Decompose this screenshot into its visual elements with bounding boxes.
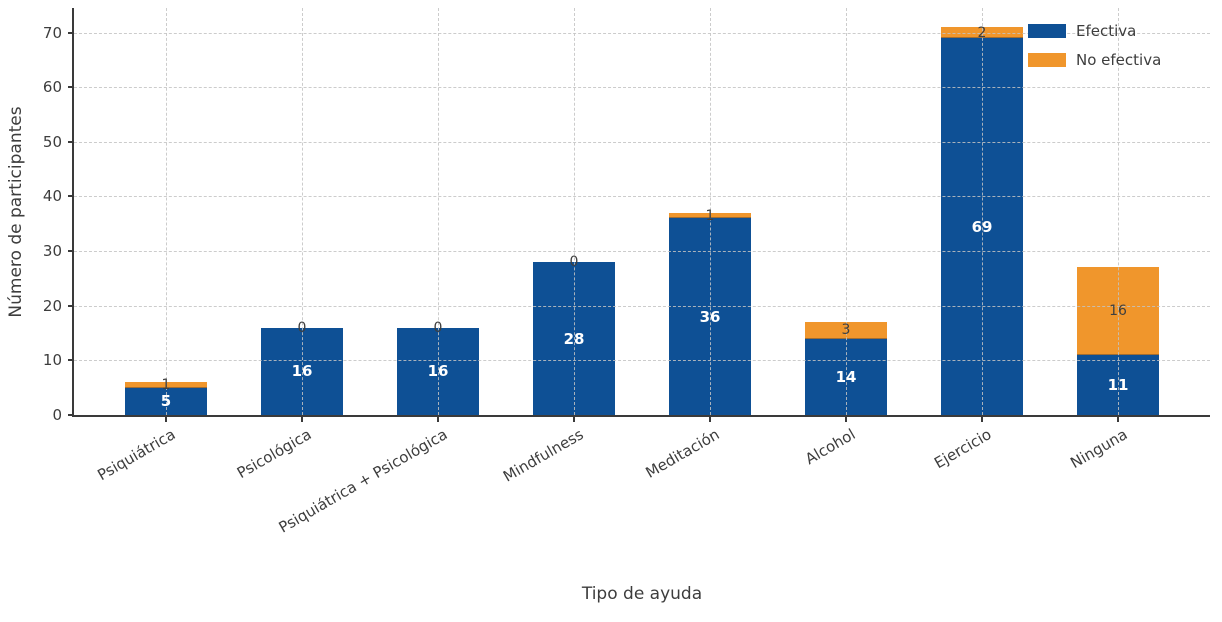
bar-segment-efectiva bbox=[125, 387, 207, 415]
x-tick-mark bbox=[1117, 417, 1119, 422]
y-tick-mark bbox=[68, 304, 74, 307]
legend-label: Efectiva bbox=[1076, 22, 1137, 40]
y-tick-mark bbox=[68, 359, 74, 362]
x-tick-label: Meditación bbox=[642, 425, 723, 482]
bar-segment-no-efectiva bbox=[941, 27, 1023, 39]
bar-value-label-efectiva: 36 bbox=[699, 307, 721, 326]
v-gridline bbox=[710, 8, 711, 415]
bar-value-label-no-efectiva: 0 bbox=[569, 254, 579, 271]
bar-segment-no-efectiva bbox=[669, 212, 751, 219]
bar-segment-efectiva bbox=[397, 327, 479, 415]
bar-segment-efectiva bbox=[1077, 354, 1159, 415]
x-tick-label: Psiquiátrica + Psicológica bbox=[275, 425, 451, 537]
bar-value-label-efectiva: 11 bbox=[1107, 375, 1129, 394]
bar-value-label-no-efectiva: 1 bbox=[161, 376, 171, 393]
v-gridline bbox=[574, 8, 575, 415]
x-tick-label: Ninguna bbox=[1067, 425, 1131, 473]
v-gridline bbox=[438, 8, 439, 415]
bar-segment-no-efectiva bbox=[805, 322, 887, 339]
x-tick-mark bbox=[301, 417, 303, 422]
x-tick-label: Psiquiátrica bbox=[94, 425, 179, 485]
x-tick-label: Mindfulness bbox=[500, 425, 587, 486]
bar-segment-efectiva bbox=[941, 38, 1023, 415]
bar-value-label-no-efectiva: 0 bbox=[297, 319, 307, 336]
h-gridline bbox=[74, 251, 1210, 253]
h-gridline bbox=[74, 196, 1210, 198]
h-gridline bbox=[74, 305, 1210, 307]
bar-segment-efectiva bbox=[669, 218, 751, 415]
bar-value-label-efectiva: 69 bbox=[971, 217, 993, 236]
bar-segment-efectiva bbox=[261, 327, 343, 415]
bar-value-label-efectiva: 16 bbox=[291, 362, 313, 381]
legend-swatch-no-efectiva bbox=[1028, 53, 1066, 67]
bar-segment-no-efectiva bbox=[125, 382, 207, 388]
x-tick-mark bbox=[437, 417, 439, 422]
v-gridline bbox=[302, 8, 303, 415]
legend-swatch-efectiva bbox=[1028, 24, 1066, 38]
bar-value-label-no-efectiva: 2 bbox=[977, 24, 987, 41]
h-gridline bbox=[74, 87, 1210, 89]
v-gridline bbox=[166, 8, 167, 415]
y-tick-label: 0 bbox=[52, 406, 62, 424]
legend-label: No efectiva bbox=[1076, 51, 1162, 69]
y-tick-mark bbox=[68, 250, 74, 253]
y-tick-mark bbox=[68, 86, 74, 89]
y-axis-title: Número de participantes bbox=[6, 106, 26, 318]
v-gridline bbox=[982, 8, 983, 415]
bar-value-label-efectiva: 5 bbox=[160, 392, 172, 411]
y-tick-mark bbox=[68, 414, 74, 416]
x-tick-label: Alcohol bbox=[802, 425, 859, 469]
y-tick-label: 70 bbox=[42, 23, 62, 42]
x-tick-mark bbox=[165, 417, 167, 422]
legend-row: No efectiva bbox=[1028, 51, 1161, 69]
bar-value-label-no-efectiva: 16 bbox=[1109, 303, 1127, 320]
x-tick-label: Ejercicio bbox=[931, 425, 995, 473]
y-tick-mark bbox=[68, 140, 74, 143]
h-gridline bbox=[74, 360, 1210, 362]
bar-value-label-no-efectiva: 3 bbox=[841, 322, 851, 339]
bar-segment-no-efectiva bbox=[1077, 267, 1159, 355]
bar-value-label-efectiva: 16 bbox=[427, 362, 449, 381]
bar-value-label-efectiva: 14 bbox=[835, 367, 857, 386]
x-tick-mark bbox=[573, 417, 575, 422]
bar-value-label-efectiva: 28 bbox=[563, 329, 585, 348]
x-axis-title: Tipo de ayuda bbox=[581, 584, 703, 604]
legend-row: Efectiva bbox=[1028, 22, 1161, 40]
bar-segment-efectiva bbox=[805, 338, 887, 415]
bar-segment-efectiva bbox=[533, 262, 615, 415]
h-gridline bbox=[74, 141, 1210, 143]
y-tick-mark bbox=[68, 195, 74, 198]
x-tick-label: Psicológica bbox=[233, 425, 315, 483]
y-tick-mark bbox=[68, 31, 74, 34]
y-axis-line bbox=[72, 8, 74, 417]
x-tick-mark bbox=[845, 417, 847, 422]
bar-value-label-no-efectiva: 0 bbox=[433, 319, 443, 336]
x-tick-mark bbox=[981, 417, 983, 422]
legend: Efectiva No efectiva bbox=[1028, 22, 1161, 80]
bar-value-label-no-efectiva: 1 bbox=[705, 207, 715, 224]
x-tick-mark bbox=[709, 417, 711, 422]
x-axis-line bbox=[72, 415, 1210, 417]
v-gridline bbox=[846, 8, 847, 415]
